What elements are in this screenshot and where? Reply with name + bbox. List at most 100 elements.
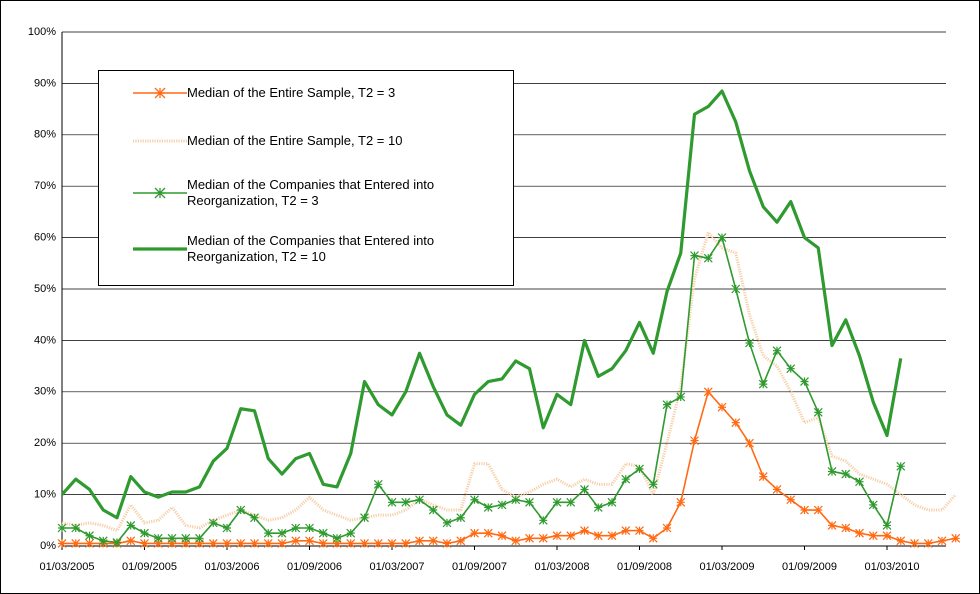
point-marker [731, 418, 741, 428]
point-marker [85, 539, 94, 548]
point-marker [813, 505, 823, 515]
point-marker [456, 536, 466, 546]
point-marker [360, 513, 369, 523]
point-marker [428, 505, 438, 515]
point-marker [195, 533, 204, 543]
point-marker [621, 474, 631, 484]
y-tick-label: 70% [34, 180, 56, 192]
y-tick-label: 10% [34, 489, 56, 501]
point-marker [566, 497, 576, 507]
point-marker [497, 500, 507, 510]
point-marker [236, 539, 246, 548]
point-marker [373, 479, 383, 489]
point-marker [208, 539, 218, 548]
point-marker [153, 533, 163, 543]
point-marker [910, 539, 919, 548]
point-marker [442, 518, 452, 528]
point-marker [745, 338, 754, 348]
legend: Median of the Entire Sample, T2 = 3 Media… [98, 70, 514, 286]
point-marker [208, 518, 218, 528]
point-marker [827, 467, 837, 476]
point-marker [786, 495, 796, 505]
point-marker [525, 497, 534, 507]
point-marker [71, 539, 81, 548]
point-marker [291, 523, 301, 533]
point-marker [71, 523, 81, 533]
point-marker [318, 539, 328, 548]
point-marker [882, 531, 892, 541]
point-marker [85, 531, 94, 541]
point-marker [566, 531, 576, 541]
point-marker [745, 438, 754, 448]
point-marker [662, 523, 672, 533]
point-marker [181, 533, 191, 543]
point-marker [332, 539, 342, 548]
point-marker [648, 533, 658, 543]
point-marker [841, 523, 851, 533]
point-marker [621, 526, 631, 536]
point-marker [305, 536, 314, 546]
point-marker [167, 533, 177, 543]
legend-swatch [133, 187, 187, 199]
point-marker [222, 539, 232, 548]
point-marker [855, 477, 864, 487]
y-tick-label: 60% [34, 232, 56, 244]
x-tick-label: 01/09/2006 [287, 561, 342, 573]
legend-label: Median of the Entire Sample, T2 = 3 [187, 85, 396, 100]
point-marker [580, 485, 589, 494]
point-marker [538, 533, 548, 543]
point-marker [758, 379, 768, 389]
point-marker [181, 539, 191, 548]
x-tick-label: 01/03/2006 [204, 561, 259, 573]
point-marker [126, 521, 136, 530]
point-marker [511, 536, 521, 546]
point-marker [236, 505, 246, 515]
point-marker [525, 533, 534, 543]
point-marker [57, 539, 67, 548]
legend-marker [154, 187, 166, 199]
y-tick-label: 20% [34, 437, 56, 449]
point-marker [277, 528, 287, 538]
point-marker [305, 523, 314, 533]
x-tick-label: 01/09/2008 [617, 561, 672, 573]
y-tick-label: 0% [40, 540, 56, 552]
point-marker [98, 536, 108, 546]
point-marker [442, 539, 452, 548]
point-marker [676, 392, 686, 402]
point-marker [552, 531, 562, 541]
y-tick-label: 40% [34, 334, 56, 346]
point-marker [841, 469, 851, 479]
point-marker [291, 536, 301, 546]
series-line [60, 89, 903, 520]
point-marker [222, 523, 232, 533]
point-marker [263, 539, 273, 548]
point-marker [140, 528, 149, 538]
point-marker [511, 495, 521, 505]
point-marker [607, 497, 617, 507]
legend-swatch [133, 139, 187, 143]
point-marker [552, 497, 562, 507]
point-marker [593, 531, 603, 541]
point-marker [112, 537, 122, 547]
point-marker [951, 533, 961, 543]
point-marker [896, 461, 906, 471]
point-marker [415, 495, 424, 505]
point-marker [140, 539, 149, 548]
point-marker [868, 531, 878, 541]
point-marker [456, 513, 466, 523]
point-marker [263, 528, 273, 538]
x-tick-label: 01/09/2007 [452, 561, 507, 573]
point-marker [470, 528, 479, 538]
point-marker [635, 464, 644, 474]
point-marker [882, 521, 892, 530]
point-marker [538, 515, 548, 525]
y-tick-label: 100% [28, 26, 56, 38]
point-marker [855, 528, 864, 538]
point-marker [318, 528, 328, 538]
point-marker [703, 387, 713, 397]
x-tick-label: 01/03/2007 [369, 561, 424, 573]
point-marker [662, 400, 672, 410]
point-marker [703, 253, 713, 263]
series-line [61, 230, 957, 533]
